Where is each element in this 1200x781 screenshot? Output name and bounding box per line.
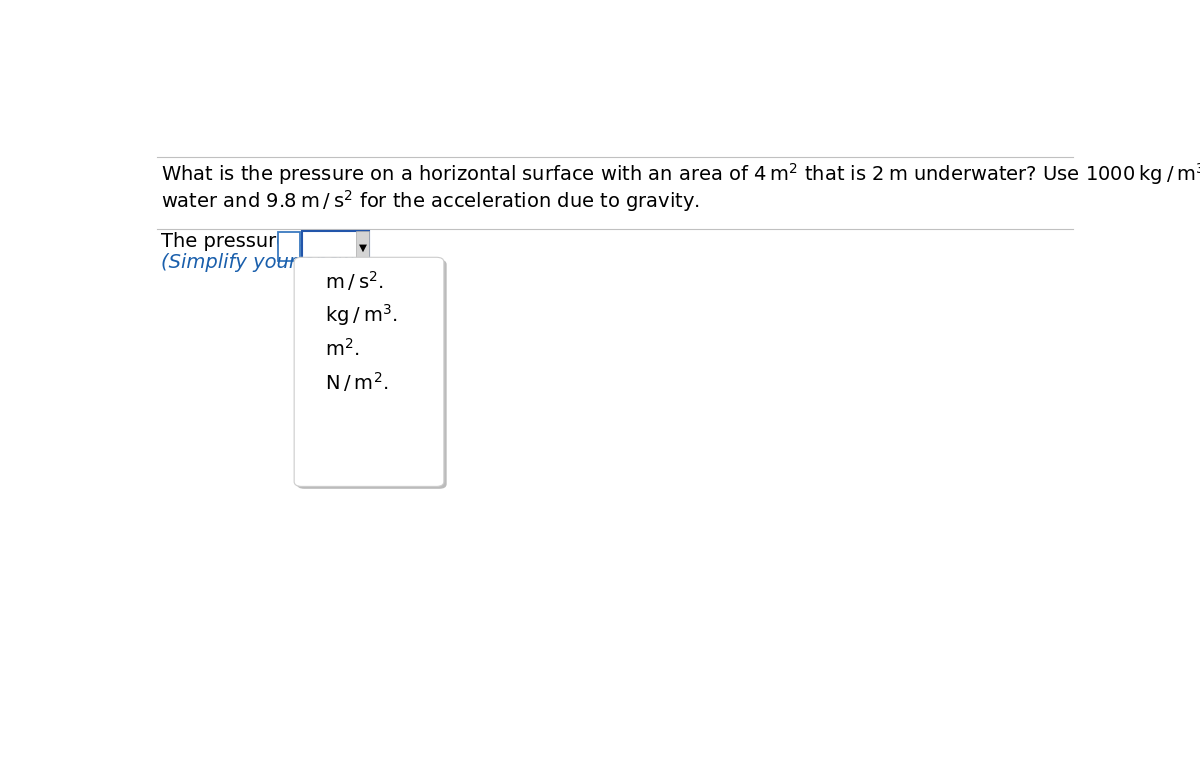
Text: ▼: ▼ xyxy=(359,243,366,253)
Text: The pressure is: The pressure is xyxy=(161,232,310,251)
FancyBboxPatch shape xyxy=(294,257,444,487)
FancyBboxPatch shape xyxy=(296,260,446,489)
Text: m$^2$.: m$^2$. xyxy=(325,337,359,359)
Bar xyxy=(278,232,300,261)
Text: kg / m$^3$.: kg / m$^3$. xyxy=(325,302,397,329)
Bar xyxy=(301,231,368,262)
Text: (Simplify your answe: (Simplify your answe xyxy=(161,253,366,272)
Text: N / m$^2$.: N / m$^2$. xyxy=(325,370,389,394)
Text: water and 9.8 m / s$^2$ for the acceleration due to gravity.: water and 9.8 m / s$^2$ for the accelera… xyxy=(161,188,700,214)
Text: m / s$^2$.: m / s$^2$. xyxy=(325,269,384,294)
Text: What is the pressure on a horizontal surface with an area of 4 m$^2$ that is 2 m: What is the pressure on a horizontal sur… xyxy=(161,161,1200,187)
Bar xyxy=(356,231,368,262)
